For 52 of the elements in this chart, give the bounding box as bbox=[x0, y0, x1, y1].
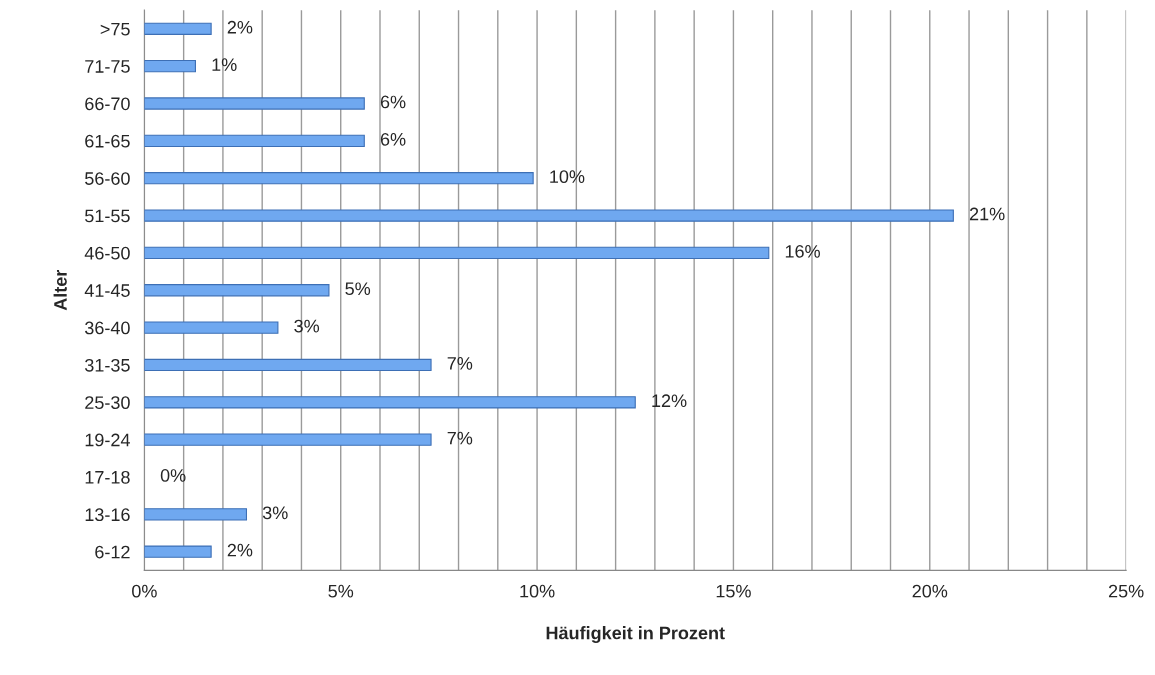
y-tick-label: 56-60 bbox=[85, 172, 130, 185]
y-tick-label: 31-35 bbox=[85, 358, 130, 372]
data-label: 0% bbox=[160, 469, 186, 482]
bar bbox=[144, 209, 954, 222]
y-tick-label: 41-45 bbox=[84, 284, 130, 297]
y-tick-label: 6-12 bbox=[95, 545, 130, 559]
data-label: 21% bbox=[969, 207, 1005, 221]
bar bbox=[144, 358, 432, 372]
y-tick-label: 61-65 bbox=[85, 134, 130, 148]
bar bbox=[144, 433, 432, 446]
x-tick-label: 25% bbox=[1108, 584, 1144, 598]
bar bbox=[144, 508, 248, 521]
bar bbox=[144, 97, 365, 110]
bar bbox=[144, 284, 330, 297]
y-tick-label: >75 bbox=[100, 22, 130, 36]
x-tick-label: 0% bbox=[132, 584, 157, 598]
data-label: 6% bbox=[380, 132, 406, 146]
y-tick-label: 25-30 bbox=[85, 396, 130, 410]
data-label: 7% bbox=[447, 431, 473, 445]
bar bbox=[144, 59, 196, 73]
y-tick-label: 66-70 bbox=[85, 97, 130, 111]
x-tick-label: 15% bbox=[716, 584, 751, 598]
y-tick-label: 19-24 bbox=[85, 433, 130, 447]
bar bbox=[144, 396, 636, 409]
x-tick-label: 5% bbox=[328, 584, 354, 598]
data-label: 2% bbox=[227, 20, 253, 34]
data-label: 1% bbox=[212, 58, 237, 71]
bar bbox=[144, 134, 365, 148]
bar bbox=[144, 545, 212, 558]
y-tick-label: 71-75 bbox=[85, 60, 130, 73]
data-label: 3% bbox=[262, 506, 288, 520]
bar bbox=[144, 172, 534, 185]
data-label: 6% bbox=[380, 95, 406, 109]
data-label: 12% bbox=[652, 394, 687, 408]
y-tick-label: 17-18 bbox=[85, 470, 130, 484]
y-tick-label: 46-50 bbox=[84, 246, 130, 260]
y-tick-label: 51-55 bbox=[85, 209, 130, 223]
data-label: 10% bbox=[550, 170, 585, 184]
x-tick-label: 10% bbox=[520, 584, 555, 598]
x-axis-title: Häufigkeit in Prozent bbox=[546, 626, 725, 644]
data-label: 7% bbox=[447, 357, 473, 370]
y-tick-label: 13-16 bbox=[85, 508, 130, 522]
y-tick-label: 36-40 bbox=[85, 321, 130, 335]
data-label: 16% bbox=[785, 244, 820, 258]
y-axis-title: Alter bbox=[53, 269, 67, 311]
bar bbox=[144, 321, 279, 334]
data-label: 2% bbox=[227, 543, 253, 557]
bar bbox=[144, 22, 212, 35]
x-tick-label: 20% bbox=[912, 584, 948, 598]
bar bbox=[144, 246, 770, 260]
data-label: 5% bbox=[345, 282, 371, 296]
data-label: 3% bbox=[294, 319, 320, 333]
